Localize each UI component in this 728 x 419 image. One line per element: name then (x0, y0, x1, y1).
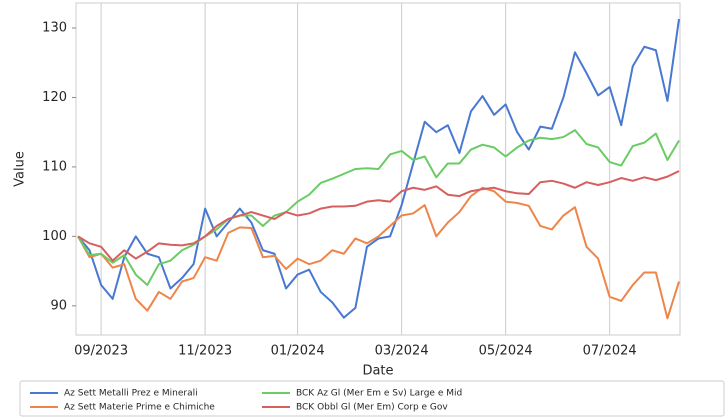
x-axis-label: Date (362, 364, 393, 379)
legend-label: BCK Az Gl (Mer Em e Sv) Large e Mid (296, 389, 462, 399)
series-line (77, 129, 680, 286)
legend-label: Az Sett Metalli Prez e Minerali (64, 389, 198, 399)
series-line (77, 18, 680, 319)
x-tick-label: 05/2024 (479, 344, 533, 359)
series-line (77, 170, 680, 262)
y-tick-label: 130 (42, 21, 67, 36)
y-tick-label: 90 (50, 298, 67, 313)
series-line (77, 186, 680, 320)
x-tick-label: 11/2023 (178, 344, 232, 359)
x-tick-label: 01/2024 (271, 344, 325, 359)
y-tick-label: 120 (42, 90, 67, 105)
legend-label: BCK Obbl Gl (Mer Em) Corp e Gov (296, 403, 448, 413)
y-tick-label: 100 (42, 229, 67, 244)
legend-label: Az Sett Materie Prime e Chimiche (64, 403, 215, 413)
y-tick-label: 110 (42, 159, 67, 174)
x-tick-label: 03/2024 (375, 344, 429, 359)
legend (19, 380, 725, 417)
x-tick-label: 07/2024 (583, 344, 637, 359)
x-tick-label: 09/2023 (74, 344, 128, 359)
y-axis-label: Value (13, 151, 28, 187)
